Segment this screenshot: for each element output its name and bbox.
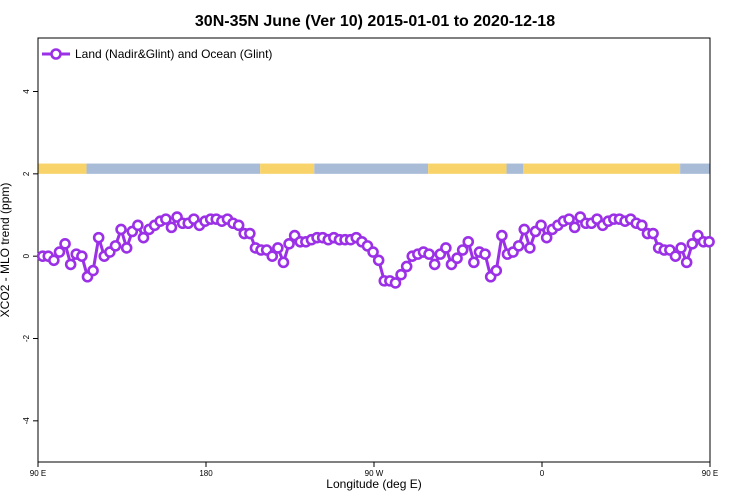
x-axis: 90 E 180 90 W 0 90 E (30, 462, 718, 478)
data-point (367, 246, 379, 258)
band-segment-ocean (314, 163, 429, 174)
data-point (428, 258, 441, 271)
band-segment-land (428, 163, 507, 174)
band-segment-ocean (86, 163, 261, 174)
data-point (64, 258, 77, 271)
data-point (535, 219, 547, 232)
legend-label: Land (Nadir&Glint) and Ocean (Glint) (75, 47, 272, 61)
data-point (686, 238, 699, 250)
series-points (36, 211, 715, 289)
data-point (165, 221, 178, 234)
y-tick-label: 2 (22, 171, 31, 176)
x-tick-label: 90 E (702, 469, 718, 478)
data-point (703, 235, 715, 248)
surface-type-band (38, 163, 710, 174)
data-point (137, 231, 150, 244)
data-point (524, 242, 536, 254)
band-segment-land (260, 163, 315, 174)
x-tick-label: 90 E (30, 469, 46, 478)
data-point (462, 235, 475, 248)
data-point (423, 248, 435, 260)
data-point (115, 223, 127, 236)
legend: Land (Nadir&Glint) and Ocean (Glint) (42, 47, 272, 61)
data-point (120, 242, 133, 254)
x-tick-label: 180 (199, 469, 213, 478)
legend-marker (50, 48, 62, 60)
data-point (540, 231, 553, 244)
data-point (277, 256, 290, 269)
y-tick-label: -4 (22, 417, 31, 425)
chart-title: 30N-35N June (Ver 10) 2015-01-01 to 2020… (195, 13, 555, 30)
data-point (440, 242, 452, 254)
band-segment-ocean (506, 163, 524, 174)
data-point (451, 252, 463, 265)
data-point (675, 242, 687, 254)
data-point (647, 227, 659, 240)
data-point (160, 213, 172, 225)
data-point (636, 219, 648, 232)
data-point (680, 256, 693, 269)
data-point (496, 229, 508, 242)
data-point (76, 250, 88, 262)
data-point (468, 256, 480, 269)
data-point (372, 254, 385, 267)
y-axis: -4 -2 0 2 4 (22, 89, 38, 425)
data-point (400, 260, 413, 273)
data-point (87, 264, 99, 277)
band-segment-ocean (680, 163, 710, 174)
y-axis-label: XCO2 - MLO trend (ppm) (0, 183, 12, 318)
x-tick-label: 90 W (365, 469, 384, 478)
data-point (92, 231, 105, 244)
data-point (490, 264, 503, 277)
data-point (232, 219, 245, 232)
data-point (272, 242, 284, 254)
band-segment-land (523, 163, 681, 174)
data-point (456, 244, 469, 256)
data-point (395, 268, 407, 281)
data-point (109, 240, 122, 252)
data-point (389, 277, 402, 289)
data-point (283, 238, 295, 250)
data-point (132, 219, 144, 232)
data-point (244, 227, 256, 240)
data-point (568, 221, 581, 234)
data-point (512, 240, 525, 252)
y-tick-label: -2 (22, 334, 31, 342)
data-point (563, 213, 575, 225)
x-axis-label: Longitude (deg E) (326, 477, 421, 491)
data-point (479, 248, 491, 260)
y-tick-label: 4 (22, 89, 31, 94)
data-point (266, 250, 279, 262)
x-tick-label: 0 (540, 469, 545, 478)
data-point (53, 246, 66, 258)
data-point (59, 238, 71, 250)
y-tick-label: 0 (22, 253, 31, 258)
data-point (48, 254, 60, 267)
data-point (669, 250, 682, 262)
data-point (518, 223, 531, 236)
band-segment-land (38, 163, 87, 174)
